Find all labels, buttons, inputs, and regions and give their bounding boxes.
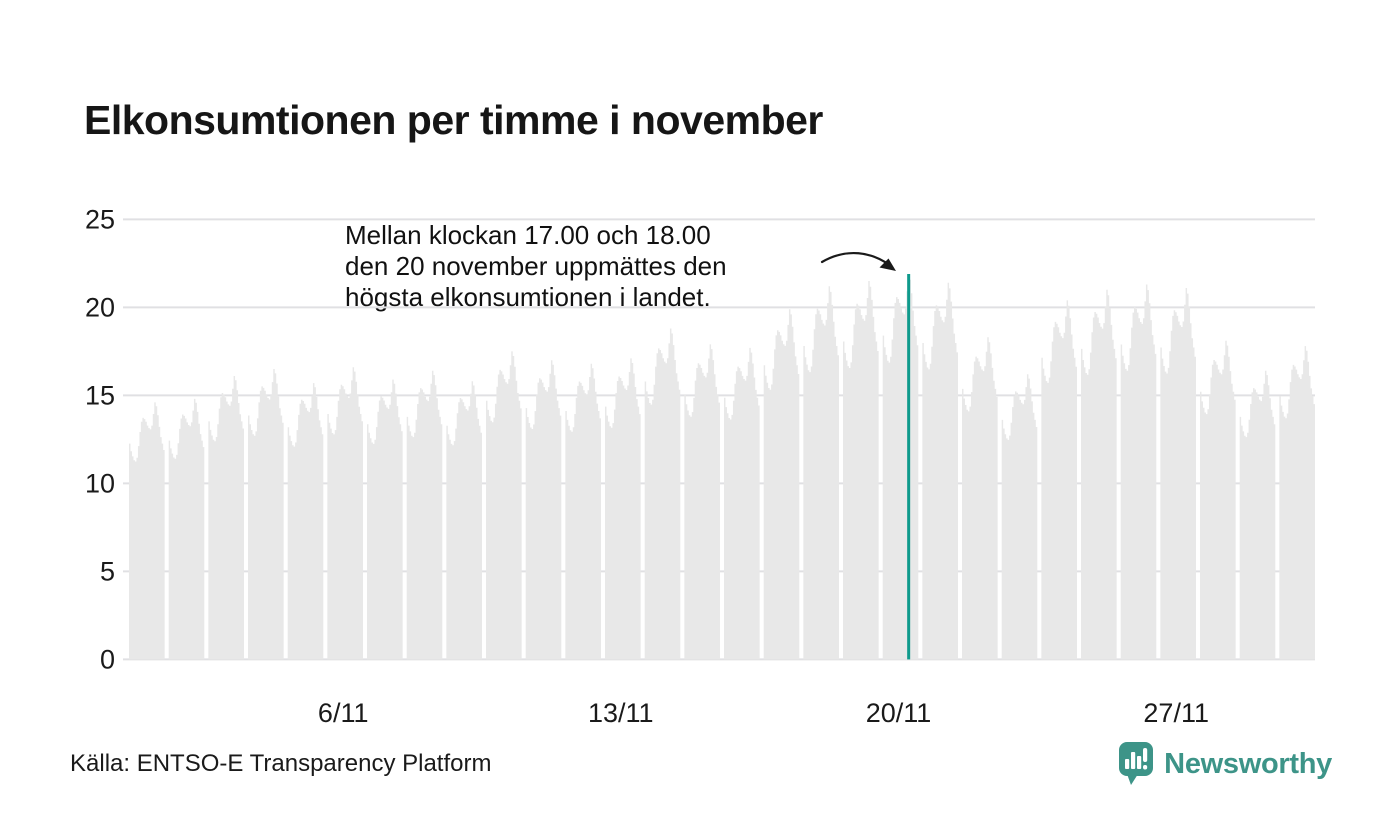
day-bars-27 bbox=[1160, 288, 1196, 660]
day-bars-19 bbox=[843, 281, 879, 660]
x-tick-label-6-11: 6/11 bbox=[318, 698, 369, 728]
axis-layer: 0 5 10 15 20 25 6/11 13/11 20/11 27/11 bbox=[85, 204, 1209, 728]
day-bars-25 bbox=[1081, 289, 1117, 660]
day-bars-13 bbox=[605, 358, 641, 660]
annotation-line-1: Mellan klockan 17.00 och 18.00 bbox=[345, 220, 711, 250]
day-bars-30 bbox=[1279, 346, 1315, 660]
day-bars-12 bbox=[565, 363, 601, 660]
day-bars-1 bbox=[129, 402, 165, 660]
day-bars-16 bbox=[724, 347, 760, 660]
y-tick-label-10: 10 bbox=[85, 468, 115, 498]
day-bars-4 bbox=[248, 369, 284, 660]
day-bars-9 bbox=[446, 381, 482, 660]
x-tick-label-27-11: 27/11 bbox=[1143, 698, 1209, 728]
day-bars-10 bbox=[486, 351, 522, 660]
y-tick-label-0: 0 bbox=[100, 644, 115, 674]
annotation-line-2: den 20 november uppmättes den bbox=[345, 251, 727, 281]
brand-logo: Newsworthy bbox=[1118, 740, 1332, 788]
footer: Källa: ENTSO-E Transparency Platform New… bbox=[0, 738, 1400, 798]
day-bars-23 bbox=[1001, 374, 1038, 660]
x-tick-label-20-11: 20/11 bbox=[866, 698, 932, 728]
day-bars-7 bbox=[367, 379, 403, 660]
bars-layer bbox=[129, 274, 1315, 660]
chart-title: Elkonsumtionen per timme i november bbox=[84, 97, 823, 144]
day-bars-15 bbox=[684, 344, 720, 660]
day-bars-28 bbox=[1200, 340, 1236, 660]
day-bars-26 bbox=[1120, 284, 1157, 660]
brand-name: Newsworthy bbox=[1164, 747, 1332, 780]
x-tick-label-13-11: 13/11 bbox=[588, 698, 654, 728]
y-tick-label-20: 20 bbox=[85, 292, 115, 322]
day-bars-21 bbox=[922, 282, 958, 660]
day-bars-8 bbox=[406, 370, 443, 660]
annotation-arrow-icon bbox=[820, 251, 894, 269]
y-tick-label-15: 15 bbox=[85, 380, 115, 410]
day-bars-14 bbox=[644, 328, 681, 660]
day-bars-24 bbox=[1041, 300, 1077, 660]
day-bars-6 bbox=[327, 367, 363, 660]
source-label: Källa: ENTSO-E Transparency Platform bbox=[70, 750, 492, 777]
annotation-arrowhead-icon bbox=[879, 258, 896, 271]
day-bars-2 bbox=[168, 398, 205, 660]
day-bars-18 bbox=[803, 286, 839, 660]
day-bars-17 bbox=[763, 309, 800, 660]
day-bars-22 bbox=[962, 337, 998, 660]
y-tick-label-5: 5 bbox=[100, 556, 115, 586]
newsworthy-bubble-icon bbox=[1119, 742, 1154, 785]
day-bars-3 bbox=[208, 376, 244, 660]
day-bars-29 bbox=[1239, 370, 1276, 660]
day-bars-11 bbox=[525, 360, 562, 660]
day-bars-5 bbox=[287, 383, 324, 660]
day-bars-20 bbox=[882, 274, 919, 660]
highlight-hour-bar bbox=[907, 274, 911, 660]
y-tick-label-25: 25 bbox=[85, 204, 115, 234]
